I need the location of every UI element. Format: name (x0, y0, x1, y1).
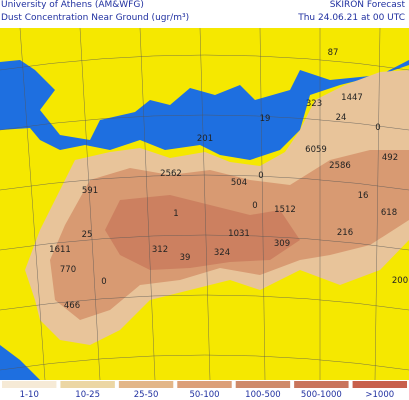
dust-value: 87 (328, 48, 339, 58)
dust-heavy (105, 195, 300, 270)
dust-value: 2562 (160, 169, 182, 179)
legend-swatch (2, 381, 57, 388)
dust-value: 0 (258, 171, 263, 181)
dust-value: 0 (101, 277, 106, 287)
dust-value: 1 (173, 209, 178, 219)
legend-label: 1-10 (20, 390, 39, 400)
legend-swatch (118, 381, 174, 388)
dust-value: 309 (274, 239, 290, 249)
dust-value: 216 (337, 228, 353, 238)
institution: University of Athens (AM&WFG) (1, 0, 144, 10)
dust-value: 2586 (329, 161, 351, 171)
dust-value: 16 (358, 191, 369, 201)
graticule (0, 354, 409, 371)
legend: 1-10 10-25 25-50 50-100 100-500 500-1000 >1000 (0, 380, 409, 400)
dust-value: 312 (152, 245, 168, 255)
legend-label: 50-100 (189, 390, 219, 400)
dust-value: 618 (381, 208, 397, 218)
europe (0, 28, 409, 140)
graticule (19, 27, 46, 381)
legend-swatch (235, 381, 291, 388)
sahel (0, 290, 409, 380)
dust-value: 0 (252, 201, 257, 211)
dust-value: 201 (197, 134, 213, 144)
dust-value: 492 (382, 153, 398, 163)
legend-swatch (177, 381, 232, 388)
graticule (139, 27, 156, 381)
dust-value: 1031 (228, 229, 250, 239)
graticule (0, 54, 409, 71)
legend-label: 500-1000 (301, 390, 342, 400)
graticule (374, 27, 381, 381)
graticule (199, 27, 211, 381)
graticule (0, 114, 409, 131)
graticule (79, 27, 101, 381)
dust-value: 323 (306, 99, 322, 109)
dust-value: 25 (82, 230, 93, 240)
dust-value: 0 (375, 123, 380, 133)
dust-value: 19 (260, 114, 271, 124)
legend-swatch (352, 381, 407, 388)
gulf (0, 345, 40, 380)
legend-label: 100-500 (245, 390, 281, 400)
dust-value: 24 (336, 113, 347, 123)
dust-value: 39 (180, 253, 191, 263)
legend-swatch (294, 381, 349, 388)
graticule (0, 174, 409, 191)
legend-label: 25-50 (134, 390, 159, 400)
dust-value: 1611 (49, 245, 71, 255)
dust-value: 591 (82, 186, 98, 196)
graticule (0, 234, 409, 251)
dust-value: 466 (64, 301, 80, 311)
dust-value: 1447 (341, 93, 363, 103)
graticule (0, 294, 409, 311)
graticule (259, 27, 266, 381)
legend-label: 10-25 (75, 390, 100, 400)
legend-swatch (60, 381, 115, 388)
dust-value: 324 (214, 248, 230, 258)
valid-time: Thu 24.06.21 at 00 UTC (298, 13, 405, 23)
dust-value: 6059 (305, 145, 327, 155)
dust-value: 200 (392, 276, 408, 286)
product: SKIRON Forecast (329, 0, 405, 10)
dust-value: 1512 (274, 205, 296, 215)
dust-value: 770 (60, 265, 76, 275)
field: Dust Concentration Near Ground (ugr/m³) (1, 13, 190, 23)
legend-label: >1000 (365, 390, 394, 400)
dust-value: 504 (231, 178, 247, 188)
